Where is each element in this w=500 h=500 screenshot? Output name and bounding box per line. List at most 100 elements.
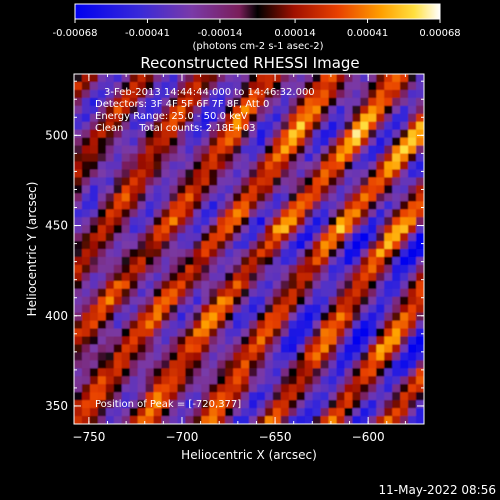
heatmap-cell bbox=[185, 233, 194, 242]
heatmap-cell bbox=[113, 185, 123, 194]
heatmap-cell bbox=[161, 256, 171, 266]
heatmap-cell bbox=[256, 408, 266, 417]
heatmap-cell bbox=[320, 256, 330, 266]
heatmap-cell bbox=[225, 392, 234, 401]
heatmap-cell bbox=[416, 89, 424, 99]
heatmap-cell bbox=[201, 312, 210, 322]
heatmap-cell bbox=[312, 233, 322, 242]
heatmap-cell bbox=[145, 296, 155, 306]
heatmap-cell bbox=[320, 392, 330, 401]
heatmap-cell bbox=[400, 105, 409, 115]
heatmap-cell bbox=[121, 201, 131, 210]
heatmap-cell bbox=[201, 280, 210, 290]
heatmap-cell bbox=[384, 352, 393, 361]
heatmap-cell bbox=[416, 256, 424, 266]
heatmap-cell bbox=[328, 201, 338, 210]
heatmap-cell bbox=[249, 161, 258, 171]
heatmap-cell bbox=[256, 400, 266, 409]
heatmap-cell bbox=[360, 177, 369, 186]
heatmap-cell bbox=[89, 384, 99, 393]
heatmap-cell bbox=[392, 344, 401, 353]
heatmap-cell bbox=[249, 256, 258, 266]
heatmap-cell bbox=[169, 225, 178, 234]
heatmap-cell bbox=[97, 177, 107, 186]
heatmap-cell bbox=[400, 328, 409, 338]
heatmap-cell bbox=[113, 233, 123, 242]
heatmap-cell bbox=[129, 256, 139, 266]
heatmap-cell bbox=[225, 209, 234, 218]
heatmap-cell bbox=[249, 280, 258, 290]
heatmap-cell bbox=[368, 74, 377, 83]
heatmap-cell bbox=[249, 74, 258, 83]
heatmap-cell bbox=[296, 81, 306, 91]
heatmap-cell bbox=[153, 225, 163, 234]
heatmap-cell bbox=[288, 312, 298, 322]
heatmap-cell bbox=[185, 336, 194, 346]
heatmap-cell bbox=[368, 137, 377, 147]
heatmap-cell bbox=[249, 129, 258, 139]
heatmap-cell bbox=[137, 376, 147, 385]
heatmap-cell bbox=[400, 241, 409, 250]
heatmap-cell bbox=[336, 376, 346, 385]
heatmap-cell bbox=[392, 217, 401, 226]
heatmap-cell bbox=[201, 352, 210, 361]
heatmap-cell bbox=[304, 185, 314, 194]
heatmap-cell bbox=[272, 97, 282, 107]
heatmap-cell bbox=[336, 193, 346, 202]
heatmap-cell bbox=[233, 320, 242, 330]
heatmap-cell bbox=[376, 233, 385, 242]
heatmap-cell bbox=[320, 328, 330, 338]
heatmap-cell bbox=[272, 416, 282, 424]
heatmap-cell bbox=[105, 264, 115, 274]
heatmap-cell bbox=[280, 360, 290, 369]
heatmap-cell bbox=[312, 280, 322, 290]
heatmap-cell bbox=[217, 384, 226, 393]
heatmap-cell bbox=[320, 105, 330, 115]
heatmap-cell bbox=[272, 280, 282, 290]
heatmap-cell bbox=[74, 384, 83, 393]
heatmap-cell bbox=[392, 272, 401, 282]
heatmap-cell bbox=[312, 400, 322, 409]
heatmap-cell bbox=[74, 249, 83, 258]
heatmap-cell bbox=[201, 193, 210, 202]
heatmap-cell bbox=[113, 225, 123, 234]
heatmap-cell bbox=[304, 217, 314, 226]
heatmap-cell bbox=[304, 89, 314, 99]
heatmap-cell bbox=[312, 201, 322, 210]
heatmap-cell bbox=[408, 185, 417, 194]
heatmap-cell bbox=[249, 169, 258, 178]
y-tick-label: 500 bbox=[45, 128, 68, 142]
heatmap-cell bbox=[256, 185, 266, 194]
heatmap-cell bbox=[145, 360, 155, 369]
heatmap-cell bbox=[105, 368, 115, 377]
heatmap-cell bbox=[376, 280, 385, 290]
heatmap-cell bbox=[408, 352, 417, 361]
heatmap-cell bbox=[264, 408, 274, 417]
heatmap-cell bbox=[320, 416, 330, 424]
heatmap-cell bbox=[105, 280, 115, 290]
heatmap-cell bbox=[193, 249, 202, 258]
heatmap-cell bbox=[408, 249, 417, 258]
heatmap-cell bbox=[241, 225, 250, 234]
heatmap-cell bbox=[169, 217, 178, 226]
heatmap-cell bbox=[312, 320, 322, 330]
heatmap-cell bbox=[233, 280, 242, 290]
heatmap-cell bbox=[137, 288, 147, 298]
x-tick-label: −650 bbox=[259, 430, 292, 444]
heatmap-cell bbox=[304, 129, 314, 139]
heatmap-cell bbox=[352, 185, 361, 194]
heatmap-cell bbox=[352, 368, 361, 377]
heatmap-cell bbox=[360, 336, 369, 346]
heatmap-cell bbox=[304, 288, 314, 298]
heatmap-cell bbox=[360, 217, 369, 226]
heatmap-cell bbox=[344, 368, 353, 377]
heatmap-cell bbox=[312, 145, 322, 155]
heatmap-cell bbox=[392, 256, 401, 266]
heatmap-cell bbox=[280, 113, 290, 123]
heatmap-cell bbox=[344, 97, 353, 107]
heatmap-cell bbox=[344, 376, 353, 385]
heatmap-cell bbox=[177, 352, 186, 361]
heatmap-cell bbox=[97, 201, 107, 210]
heatmap-cell bbox=[328, 121, 338, 131]
heatmap-cell bbox=[392, 312, 401, 322]
